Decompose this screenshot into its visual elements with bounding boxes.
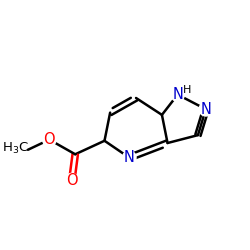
Text: O: O bbox=[66, 173, 78, 188]
Circle shape bbox=[171, 88, 184, 101]
Text: N: N bbox=[172, 87, 183, 102]
Text: O: O bbox=[44, 132, 55, 147]
Circle shape bbox=[122, 151, 136, 164]
Text: N: N bbox=[124, 150, 135, 165]
Text: H$_3$C: H$_3$C bbox=[2, 141, 29, 156]
Circle shape bbox=[65, 174, 78, 187]
Circle shape bbox=[199, 102, 212, 116]
Text: N: N bbox=[200, 102, 211, 117]
Text: H: H bbox=[182, 85, 191, 95]
Circle shape bbox=[42, 133, 56, 146]
